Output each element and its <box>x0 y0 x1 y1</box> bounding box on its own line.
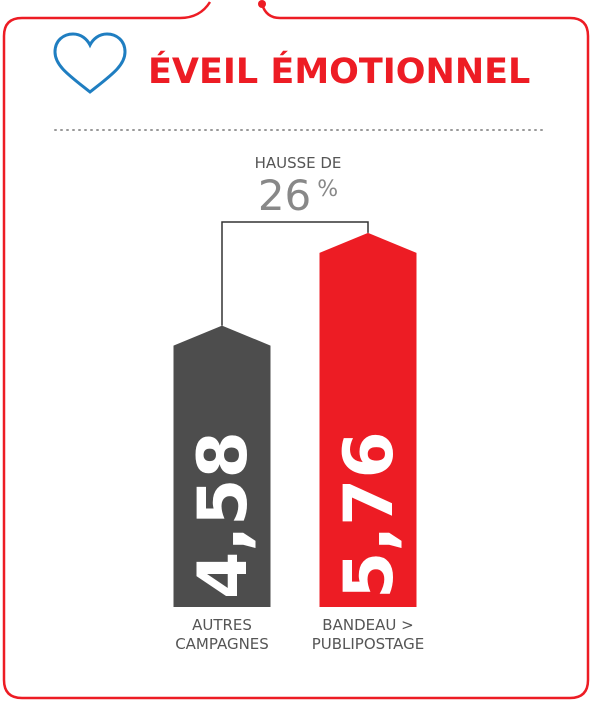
annotation-unit: % <box>317 177 338 202</box>
bar <box>173 325 271 607</box>
frame-dot <box>258 0 266 8</box>
annotation-number: 26 <box>258 171 311 220</box>
chart-title: ÉVEIL ÉMOTIONNEL <box>148 50 530 92</box>
value-label: 4,58 <box>184 431 263 599</box>
annotation-label: HAUSSE DE <box>255 154 342 172</box>
annotation-value: 26% <box>258 171 338 220</box>
heart-icon <box>53 32 127 94</box>
value-label: 5,76 <box>330 431 409 599</box>
category-label: AUTRES CAMPAGNES <box>175 616 269 653</box>
bracket <box>221 221 369 326</box>
category-label: BANDEAU > PUBLIPOSTAGE <box>311 616 425 653</box>
bar <box>319 232 417 607</box>
